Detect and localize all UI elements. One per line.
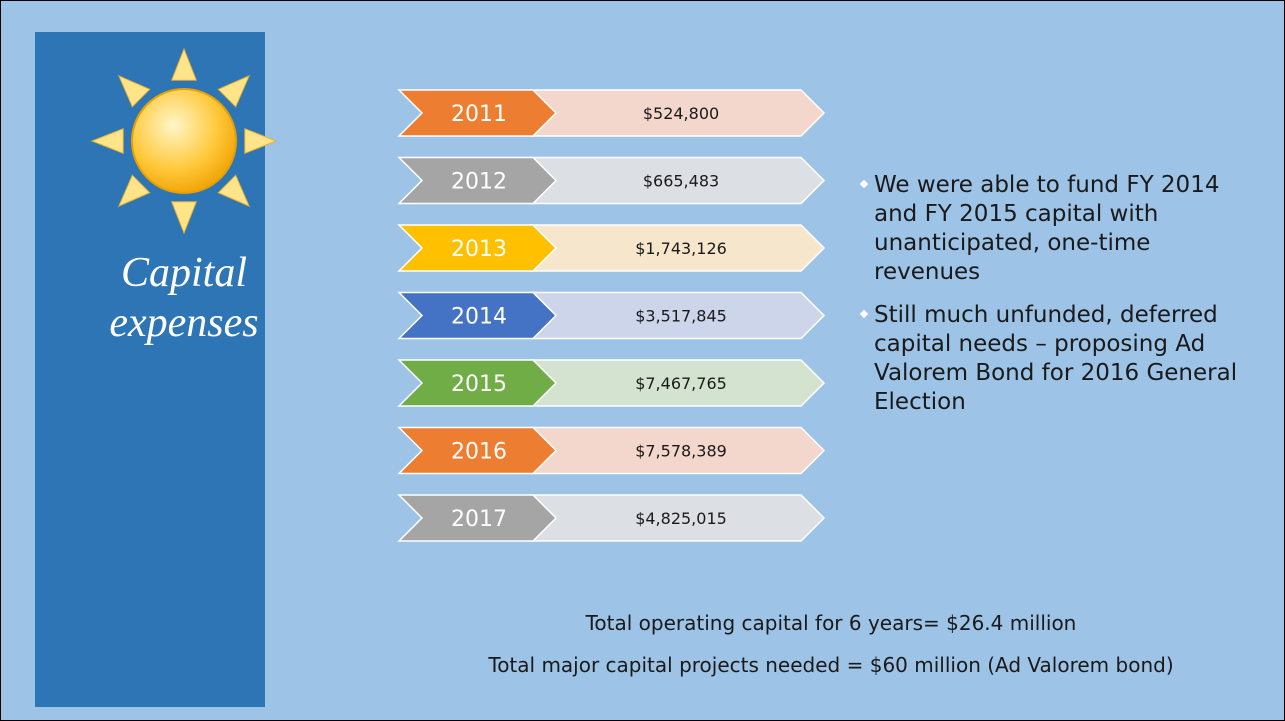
title-line: Capital (121, 250, 247, 296)
sun-ray (117, 74, 151, 108)
year-chevron (397, 89, 558, 137)
year-label: 2011 (451, 102, 507, 127)
sun-ray (170, 201, 198, 235)
year-label: 2013 (451, 237, 507, 262)
year-chevron (397, 359, 558, 407)
sun-ray (170, 47, 198, 81)
sun-ray (217, 74, 251, 108)
amount-label: $7,467,765 (635, 374, 727, 393)
timeline: 2011 $524,800 2012 $665,483 2013 $1,743,126 20… (397, 89, 826, 542)
year-chevron (397, 156, 558, 205)
year-chevron (397, 291, 558, 340)
sun-disc (131, 88, 237, 194)
amount-label: $4,825,015 (635, 509, 727, 528)
year-label: 2017 (451, 507, 507, 532)
bullet: We were able to fund FY 2014 and FY 2015… (874, 171, 1244, 287)
amount-label: $1,743,126 (635, 239, 727, 258)
bullet-list: We were able to fund FY 2014 and FY 2015… (874, 171, 1244, 431)
bullet: Still much unfunded, deferred capital ne… (874, 301, 1244, 417)
year-label: 2015 (451, 372, 507, 397)
footer-line: Total major capital projects needed = $6… (488, 653, 1174, 677)
sun-icon (90, 47, 278, 235)
year-label: 2016 (451, 440, 507, 465)
sun-ray (117, 174, 151, 208)
amount-label: $3,517,845 (635, 307, 727, 326)
footer-line: Total operating capital for 6 years= $26… (585, 611, 1077, 635)
year-label: 2012 (451, 170, 507, 195)
year-chevron (397, 224, 558, 272)
amount-label: $524,800 (643, 104, 719, 123)
year-chevron (397, 494, 558, 542)
year-chevron (397, 426, 558, 475)
sun-ray (217, 174, 251, 208)
amount-label: $665,483 (643, 172, 719, 191)
amount-label: $7,578,389 (635, 442, 727, 461)
sun-ray (244, 127, 278, 155)
year-label: 2014 (451, 305, 507, 330)
sun-ray (90, 127, 124, 155)
title-line: expenses (109, 300, 258, 346)
